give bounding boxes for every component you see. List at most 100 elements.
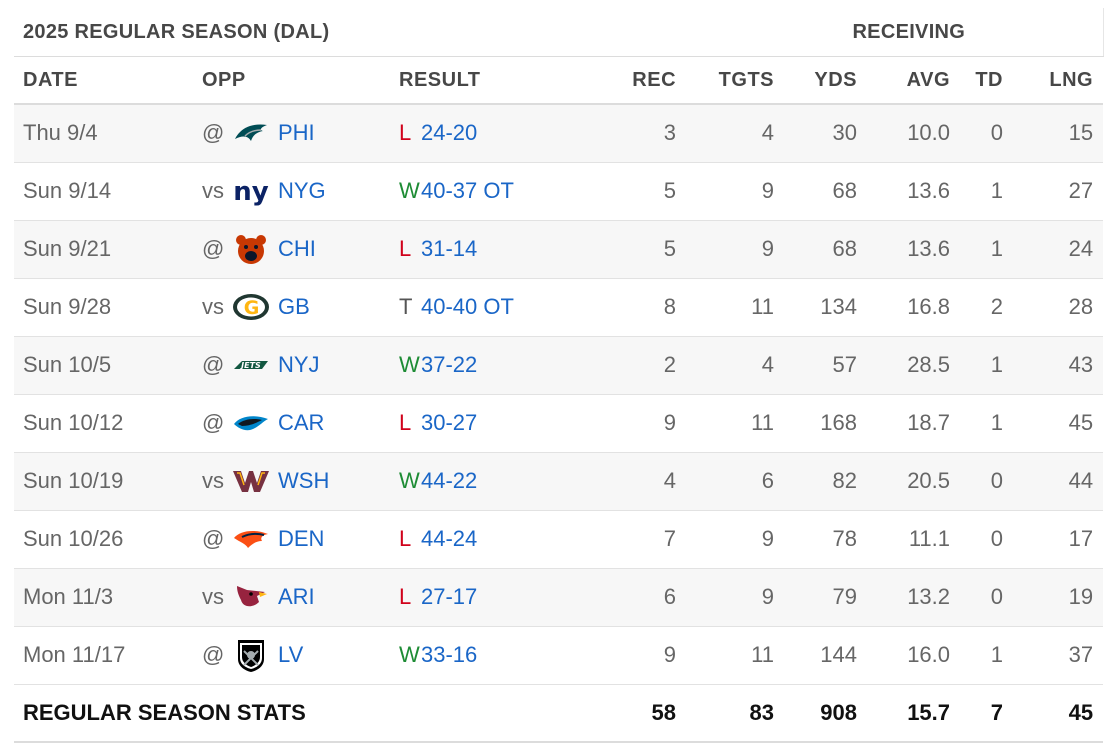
stat-td: 0 — [962, 104, 1016, 163]
stat-yds: 79 — [786, 568, 870, 627]
stat-tgts: 11 — [688, 394, 787, 453]
commanders-logo[interactable] — [232, 465, 270, 497]
opponent-link[interactable]: CHI — [278, 236, 316, 261]
opponent-cell: vs WSH — [202, 465, 390, 497]
opponent-link[interactable]: WSH — [278, 468, 330, 493]
opponent-link[interactable]: NYG — [278, 178, 326, 203]
stat-rec: 8 — [595, 278, 689, 337]
stat-tgts: 11 — [688, 278, 787, 337]
stat-lng: 28 — [1015, 278, 1104, 337]
stat-td: 1 — [962, 336, 1016, 395]
opponent-link[interactable]: NYJ — [278, 352, 320, 377]
opponent-cell: @ JETS NYJ — [202, 349, 390, 381]
stat-rec: 3 — [595, 104, 689, 163]
col-rec[interactable]: REC — [595, 56, 689, 105]
opponent-cell: vs ARI — [202, 581, 390, 613]
stat-tgts: 9 — [688, 568, 787, 627]
stat-yds: 57 — [786, 336, 870, 395]
opponent-link[interactable]: DEN — [278, 526, 325, 551]
totals-td: 7 — [962, 684, 1016, 743]
stat-yds: 168 — [786, 394, 870, 453]
jets-logo[interactable]: JETS — [232, 349, 270, 381]
giants-logo[interactable]: ny — [232, 175, 270, 207]
stat-td: 1 — [962, 626, 1016, 685]
game-row: Sun 10/19 vs WSH W44-22 4 6 82 20.5 0 44 — [14, 452, 1104, 511]
cardinals-logo[interactable] — [232, 581, 270, 613]
score-link[interactable]: 24-20 — [421, 120, 478, 146]
home-away-indicator: @ — [202, 410, 225, 435]
stat-tgts: 9 — [688, 510, 787, 569]
stat-yds: 78 — [786, 510, 870, 569]
stat-rec: 6 — [595, 568, 689, 627]
opponent-link[interactable]: PHI — [278, 120, 315, 146]
totals-lng: 45 — [1015, 684, 1104, 743]
score-link[interactable]: 40-40 OT — [421, 294, 514, 319]
col-td[interactable]: TD — [962, 56, 1016, 105]
game-date: Mon 11/3 — [14, 568, 193, 627]
stat-tgts: 4 — [688, 336, 787, 395]
col-yds[interactable]: YDS — [786, 56, 870, 105]
opponent-link[interactable]: CAR — [278, 410, 325, 435]
score-link[interactable]: 40-37 OT — [421, 178, 514, 203]
result-code: T — [399, 294, 413, 319]
stat-tgts: 4 — [688, 104, 787, 163]
stat-rec: 9 — [595, 626, 689, 685]
score-link[interactable]: 31-14 — [421, 236, 478, 261]
broncos-logo[interactable] — [232, 523, 270, 555]
opponent-link[interactable]: GB — [278, 294, 310, 319]
svg-text:G: G — [244, 297, 260, 319]
totals-avg: 15.7 — [869, 684, 963, 743]
stat-td: 0 — [962, 568, 1016, 627]
stat-avg: 10.0 — [869, 104, 963, 163]
col-date[interactable]: DATE — [14, 56, 193, 105]
raiders-logo[interactable] — [232, 639, 270, 672]
stat-lng: 37 — [1015, 626, 1104, 685]
result-code: L — [399, 120, 412, 146]
gamelog-table: 2025 REGULAR SEASON (DAL) RECEIVING DATE… — [14, 8, 1104, 743]
packers-logo[interactable]: G — [232, 291, 270, 323]
game-date: Thu 9/4 — [14, 104, 193, 163]
opponent-cell: @ DEN — [202, 523, 390, 555]
col-tgts[interactable]: TGTS — [688, 56, 787, 105]
stat-lng: 24 — [1015, 220, 1104, 279]
svg-text:ny: ny — [233, 177, 269, 206]
score-link[interactable]: 27-17 — [421, 584, 478, 609]
game-date: Sun 10/5 — [14, 336, 193, 395]
col-lng[interactable]: LNG — [1015, 56, 1104, 105]
score-link[interactable]: 44-24 — [421, 526, 478, 551]
stat-lng: 15 — [1015, 104, 1104, 163]
table-title-row: 2025 REGULAR SEASON (DAL) RECEIVING — [14, 8, 1104, 57]
score-link[interactable]: 44-22 — [421, 468, 478, 493]
stat-avg: 20.5 — [869, 452, 963, 511]
game-row: Sun 10/12 @ CAR L 30-27 9 11 168 18.7 1 45 — [14, 394, 1104, 453]
opponent-link[interactable]: LV — [278, 642, 304, 667]
stat-td: 0 — [962, 452, 1016, 511]
result-code: L — [399, 526, 412, 551]
stat-yds: 134 — [786, 278, 870, 337]
result-code: L — [399, 236, 412, 261]
panthers-logo[interactable] — [232, 407, 270, 439]
stat-rec: 2 — [595, 336, 689, 395]
stat-td: 2 — [962, 278, 1016, 337]
stat-yds: 68 — [786, 162, 870, 221]
game-row: Mon 11/3 vs ARI L 27-17 6 9 79 13.2 0 19 — [14, 568, 1104, 627]
bears-logo[interactable] — [232, 233, 270, 265]
stat-yds: 144 — [786, 626, 870, 685]
score-link[interactable]: 37-22 — [421, 352, 478, 377]
home-away-indicator: @ — [202, 120, 225, 146]
score-link[interactable]: 30-27 — [421, 410, 478, 435]
stat-avg: 16.0 — [869, 626, 963, 685]
eagles-logo[interactable] — [232, 117, 270, 149]
totals-label: REGULAR SEASON STATS — [14, 684, 596, 743]
score-link[interactable]: 33-16 — [421, 642, 478, 667]
result-code: L — [399, 584, 412, 609]
season-title: 2025 REGULAR SEASON (DAL) — [14, 8, 596, 57]
col-opp[interactable]: OPP — [193, 56, 390, 105]
stat-td: 1 — [962, 394, 1016, 453]
game-date: Sun 9/21 — [14, 220, 193, 279]
col-result[interactable]: RESULT — [390, 56, 596, 105]
result-code: W — [399, 352, 420, 377]
col-avg[interactable]: AVG — [869, 56, 963, 105]
game-row: Thu 9/4 @ PHI L 24-20 3 4 30 10.0 0 15 — [14, 104, 1104, 163]
opponent-link[interactable]: ARI — [278, 584, 315, 609]
